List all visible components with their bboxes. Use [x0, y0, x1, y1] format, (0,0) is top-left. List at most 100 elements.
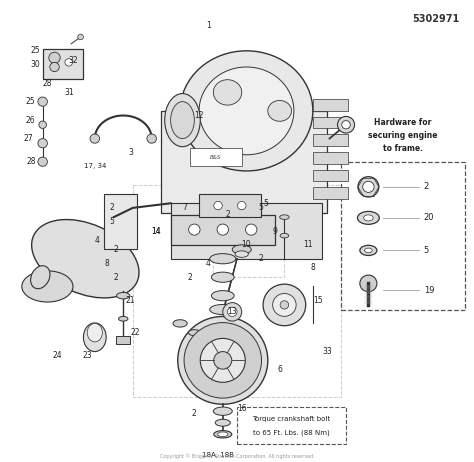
- Text: 8: 8: [310, 263, 315, 273]
- Text: 5: 5: [263, 199, 268, 208]
- Circle shape: [337, 116, 355, 133]
- Text: 6: 6: [277, 365, 282, 374]
- Circle shape: [273, 293, 296, 316]
- Text: 20: 20: [424, 213, 434, 222]
- Circle shape: [228, 307, 237, 316]
- Ellipse shape: [235, 251, 248, 257]
- Ellipse shape: [280, 233, 289, 238]
- Text: 2: 2: [114, 273, 118, 282]
- Circle shape: [49, 52, 60, 63]
- Text: 14: 14: [152, 226, 161, 236]
- Text: 1: 1: [206, 21, 211, 30]
- Text: 16: 16: [237, 404, 246, 413]
- Text: 5302971: 5302971: [412, 14, 460, 24]
- Circle shape: [65, 59, 73, 66]
- Text: 15: 15: [313, 296, 322, 305]
- Text: 12: 12: [194, 111, 204, 120]
- Text: 11: 11: [303, 240, 313, 249]
- Circle shape: [280, 301, 289, 309]
- Ellipse shape: [357, 212, 379, 225]
- Circle shape: [147, 134, 156, 143]
- Text: 19: 19: [424, 286, 434, 295]
- Ellipse shape: [214, 431, 232, 438]
- Circle shape: [237, 201, 246, 210]
- Ellipse shape: [280, 215, 289, 219]
- Text: 2: 2: [109, 203, 114, 213]
- Text: B&S: B&S: [210, 155, 221, 159]
- Text: Copyright © Briggs & Stratton Corporation. All rights reserved.: Copyright © Briggs & Stratton Corporatio…: [160, 454, 314, 459]
- FancyBboxPatch shape: [190, 148, 242, 166]
- Ellipse shape: [188, 330, 200, 335]
- Text: 5: 5: [109, 217, 114, 226]
- Text: 23: 23: [83, 351, 92, 360]
- Circle shape: [38, 157, 47, 166]
- Text: 2: 2: [225, 210, 230, 219]
- Circle shape: [217, 224, 228, 235]
- Ellipse shape: [213, 407, 232, 415]
- FancyBboxPatch shape: [313, 170, 348, 181]
- Text: 25: 25: [31, 46, 40, 55]
- Circle shape: [184, 322, 262, 398]
- FancyBboxPatch shape: [313, 99, 348, 111]
- Ellipse shape: [199, 67, 294, 155]
- Text: 2: 2: [192, 409, 197, 418]
- Circle shape: [78, 34, 83, 40]
- FancyBboxPatch shape: [171, 203, 322, 259]
- Text: 25: 25: [26, 97, 36, 106]
- Ellipse shape: [218, 432, 228, 437]
- Ellipse shape: [173, 320, 187, 327]
- Text: 18A, 18B: 18A, 18B: [202, 452, 234, 458]
- Ellipse shape: [213, 80, 242, 105]
- Text: 31: 31: [64, 88, 73, 97]
- Circle shape: [223, 303, 242, 321]
- Text: Torque crankshaft bolt: Torque crankshaft bolt: [253, 417, 330, 422]
- Circle shape: [38, 139, 47, 148]
- FancyBboxPatch shape: [161, 111, 327, 213]
- Ellipse shape: [117, 292, 130, 299]
- Text: 30: 30: [31, 60, 40, 69]
- Circle shape: [214, 352, 232, 369]
- Circle shape: [246, 224, 257, 235]
- Text: 10: 10: [242, 240, 251, 249]
- Text: 2: 2: [258, 254, 263, 263]
- Text: 2: 2: [187, 273, 192, 282]
- Ellipse shape: [360, 245, 377, 255]
- Ellipse shape: [364, 215, 373, 221]
- FancyBboxPatch shape: [313, 134, 348, 146]
- Ellipse shape: [32, 219, 139, 298]
- Text: 8: 8: [104, 259, 109, 268]
- Ellipse shape: [268, 101, 292, 121]
- Circle shape: [200, 338, 246, 383]
- Circle shape: [363, 181, 374, 192]
- Text: 21: 21: [126, 296, 135, 305]
- FancyBboxPatch shape: [237, 407, 346, 444]
- Ellipse shape: [165, 93, 200, 147]
- Ellipse shape: [210, 254, 236, 264]
- FancyBboxPatch shape: [313, 187, 348, 199]
- Circle shape: [189, 224, 200, 235]
- FancyBboxPatch shape: [341, 162, 465, 310]
- Ellipse shape: [83, 323, 106, 352]
- Ellipse shape: [22, 271, 73, 302]
- Text: 28: 28: [43, 79, 52, 88]
- Text: 17, 34: 17, 34: [83, 164, 106, 169]
- Polygon shape: [104, 194, 137, 249]
- Text: 13: 13: [228, 307, 237, 316]
- Ellipse shape: [171, 102, 194, 139]
- Ellipse shape: [211, 291, 234, 301]
- FancyBboxPatch shape: [313, 117, 348, 128]
- Circle shape: [178, 316, 268, 404]
- Circle shape: [39, 121, 46, 128]
- Text: to frame.: to frame.: [383, 144, 423, 153]
- Circle shape: [342, 121, 350, 129]
- Circle shape: [90, 134, 100, 143]
- Ellipse shape: [180, 51, 313, 171]
- Text: 22: 22: [130, 328, 140, 337]
- Text: 27: 27: [24, 134, 33, 143]
- Text: 5: 5: [424, 246, 429, 255]
- Text: 2: 2: [424, 182, 429, 191]
- Text: Hardware for: Hardware for: [374, 118, 432, 127]
- Circle shape: [214, 201, 222, 210]
- Ellipse shape: [365, 248, 372, 253]
- Text: 3: 3: [128, 148, 133, 157]
